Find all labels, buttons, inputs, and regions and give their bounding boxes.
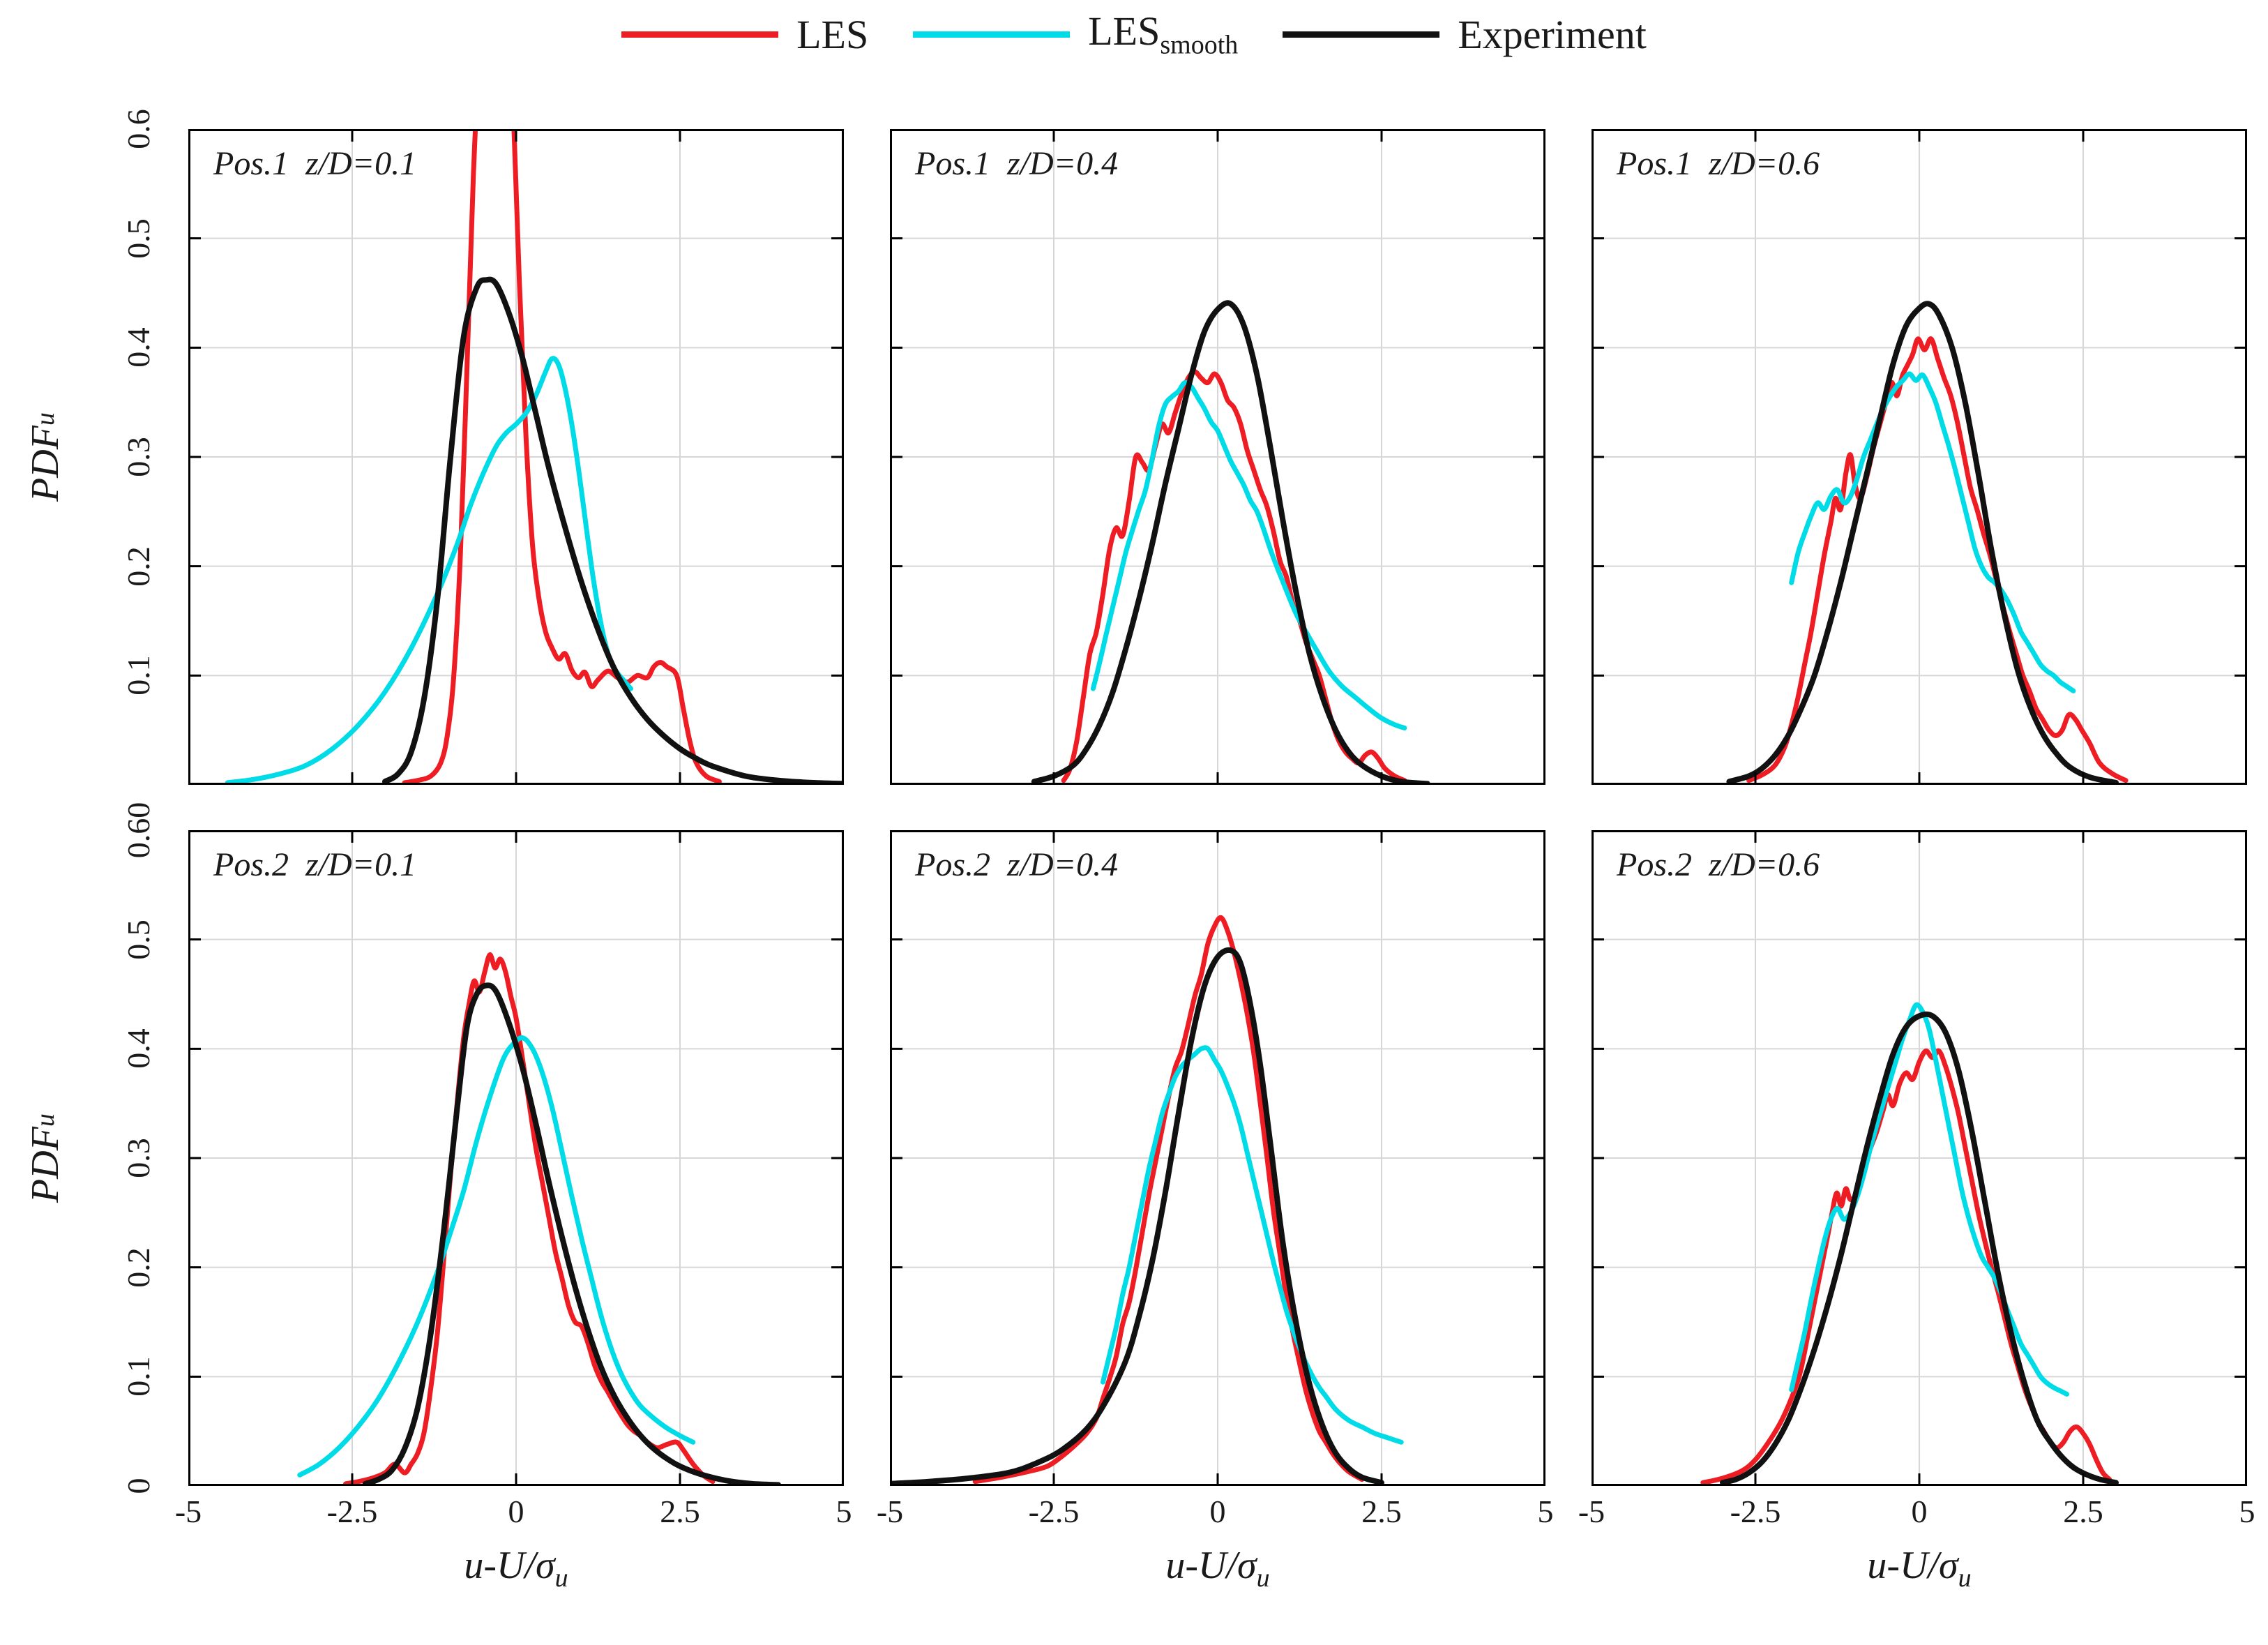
x-tick-label: -5 xyxy=(174,1494,202,1529)
panel-pos1-zd0.4: Pos.1 z/D=0.4 xyxy=(890,129,1545,785)
panel-pos1-zd0.6: Pos.1 z/D=0.6 xyxy=(1592,129,2247,785)
les-smooth-line-swatch xyxy=(913,31,1071,38)
plot-area-pos2-zd0.1 xyxy=(188,830,844,1486)
x-axis-label-sub: u xyxy=(1958,1563,1972,1593)
legend-label-les: LES xyxy=(796,11,869,57)
y-axis-label-bottom-row: PDF u xyxy=(17,1074,73,1242)
x-tick-label: 5 xyxy=(836,1494,852,1529)
x-tick-label: -2.5 xyxy=(1730,1494,1781,1529)
legend-item-les-smooth: LESsmooth xyxy=(913,11,1238,59)
panel-pos2-zd0.6: Pos.2 z/D=0.6 -5 -2.5 0 2.5 5 xyxy=(1578,830,2255,1529)
plot-area-pos2-zd0.4 xyxy=(890,830,1545,1486)
legend-label-experiment: Experiment xyxy=(1458,11,1647,57)
x-tick-label: 2.5 xyxy=(660,1494,700,1529)
x-tick-label: 2.5 xyxy=(2063,1494,2103,1529)
legend-label-les-smooth: LESsmooth xyxy=(1088,11,1238,59)
panel-title: Pos.2 z/D=0.1 xyxy=(213,846,417,883)
y-axis-label-sub: u xyxy=(31,412,60,426)
y-tick-label: 0.4 xyxy=(120,1028,156,1069)
x-tick-label: 5 xyxy=(2239,1494,2255,1529)
x-tick-label: -2.5 xyxy=(1028,1494,1080,1529)
y-tick-label: 0.1 xyxy=(120,1356,156,1397)
y-tick-label: 0.5 xyxy=(120,919,156,960)
legend-item-experiment: Experiment xyxy=(1283,11,1647,57)
y-tick-label: 0.4 xyxy=(120,327,156,368)
y-tick-label: 0.5 xyxy=(120,218,156,259)
legend-label-les-smooth-sub: smooth xyxy=(1160,30,1239,60)
x-axis-label-col3: u-U/σu xyxy=(1780,1543,2059,1593)
y-tick-label: 0.2 xyxy=(120,546,156,587)
legend: LES LESsmooth Experiment xyxy=(0,11,2268,59)
x-tick-label: -5 xyxy=(876,1494,904,1529)
legend-label-les-smooth-main: LES xyxy=(1088,8,1161,54)
y-tick-label: 0.60 xyxy=(120,802,156,859)
x-tick-label: 0 xyxy=(1209,1494,1226,1529)
panel-pos2-zd0.4: Pos.2 z/D=0.4 -5 -2.5 0 2.5 5 xyxy=(877,830,1554,1529)
plot-area-pos2-zd0.6 xyxy=(1592,830,2247,1486)
x-axis-label-text: u-U/σ xyxy=(1867,1544,1958,1587)
plot-area-pos1-zd0.1 xyxy=(188,129,844,785)
x-tick-label: 5 xyxy=(1537,1494,1554,1529)
y-tick-label: 0.3 xyxy=(120,437,156,477)
panel-title: Pos.2 z/D=0.6 xyxy=(1617,846,1820,883)
x-axis-label-col1: u-U/σu xyxy=(377,1543,656,1593)
x-tick-label: 0 xyxy=(1911,1494,1928,1529)
y-axis-label-text: PDF xyxy=(24,1127,67,1203)
y-axis-label-sub: u xyxy=(31,1113,60,1127)
panel-title: Pos.1 z/D=0.4 xyxy=(915,145,1119,182)
plot-area-pos1-zd0.4 xyxy=(890,129,1545,785)
y-tick-label: 0.1 xyxy=(120,655,156,696)
legend-item-les: LES xyxy=(621,11,869,57)
x-axis-label-col2: u-U/σu xyxy=(1078,1543,1357,1593)
y-axis-label-top-row: PDF u xyxy=(17,373,73,541)
y-tick-label: 0.6 xyxy=(120,109,156,149)
panel-title: Pos.1 z/D=0.6 xyxy=(1617,145,1820,182)
x-tick-label: 0 xyxy=(508,1494,524,1529)
panel-title: Pos.2 z/D=0.4 xyxy=(915,846,1119,883)
y-tick-label: 0.2 xyxy=(120,1247,156,1288)
panel-pos2-zd0.1: Pos.2 z/D=0.1 0.60 0.5 0.4 0.3 0.2 0.1 0 -5 -2.5 0… xyxy=(121,802,852,1529)
x-tick-label: 2.5 xyxy=(1361,1494,1402,1529)
panel-pos1-zd0.1: Pos.1 z/D=0.1 0.6 0.5 0.4 0.3 0.2 0.1 xyxy=(121,109,844,785)
x-axis-label-sub: u xyxy=(554,1563,568,1593)
x-axis-label-text: u-U/σ xyxy=(1165,1544,1257,1587)
y-tick-label: 0.3 xyxy=(120,1138,156,1178)
x-axis-label-sub: u xyxy=(1256,1563,1270,1593)
x-tick-label: -2.5 xyxy=(326,1494,378,1529)
les-line-swatch xyxy=(621,31,779,38)
x-tick-label: -5 xyxy=(1578,1494,1605,1529)
plot-area-pos1-zd0.6 xyxy=(1592,129,2247,785)
x-axis-label-text: u-U/σ xyxy=(464,1544,555,1587)
experiment-line-swatch xyxy=(1283,31,1440,38)
y-axis-label-text: PDF xyxy=(24,426,67,502)
panel-title: Pos.1 z/D=0.1 xyxy=(213,145,417,182)
